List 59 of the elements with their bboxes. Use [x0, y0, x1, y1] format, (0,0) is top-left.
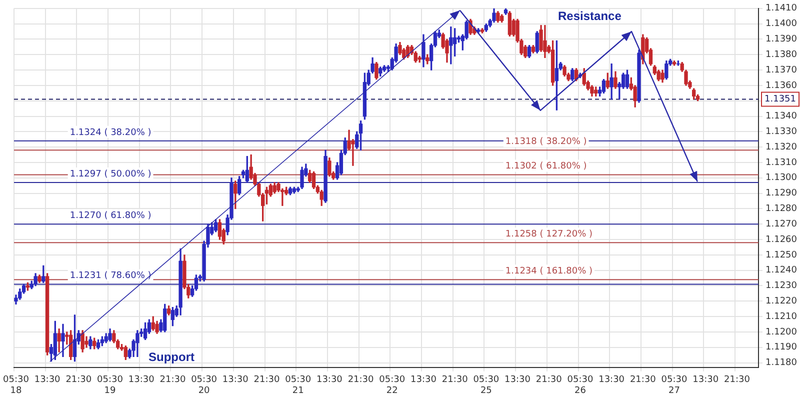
ref-line-label: 1.1302 ( 61.80% ) — [505, 162, 587, 172]
annotation: Support — [148, 350, 196, 364]
y-tick-label: 1.1330 — [766, 127, 798, 138]
ref-line-label: 1.1231 ( 78.60% ) — [70, 271, 152, 282]
y-tick-label: 1.1210 — [766, 312, 798, 322]
y-tick-label: 1.1230 — [766, 281, 798, 292]
y-tick-label: 1.1360 — [766, 80, 798, 91]
x-tick-label: 13:30 — [598, 375, 625, 386]
y-tick-label: 1.1190 — [766, 342, 798, 353]
y-tick-label: 1.1240 — [766, 266, 798, 276]
ref-line-label: 1.1270 ( 61.80% ) — [70, 210, 152, 221]
x-tick-label: 21:30 — [724, 375, 750, 386]
y-tick-label: 1.1310 — [766, 158, 798, 168]
annotation: Resistance — [557, 9, 622, 24]
x-tick-label: 21:30 — [348, 375, 374, 386]
y-tick-label: 1.1260 — [766, 234, 798, 245]
x-tick-label: 21:30 — [66, 375, 92, 386]
x-tick-label: 13:30 — [316, 375, 343, 386]
candlestick — [351, 139, 355, 166]
y-tick-label: 1.1320 — [766, 142, 798, 152]
x-tick-label: 21:30 — [254, 375, 280, 386]
y-tick-label: 1.1370 — [766, 65, 798, 76]
x-tick-label: 13:30 — [692, 375, 719, 386]
y-tick-label: 1.1250 — [766, 250, 798, 260]
x-tick-label: 13:30 — [128, 375, 155, 386]
x-tick-label: 21:30 — [536, 375, 562, 386]
x-tick-label: 05:30 25 — [473, 375, 500, 396]
x-tick-label: 05:30 20 — [191, 375, 218, 396]
y-tick-label: 1.1340 — [766, 112, 798, 122]
x-tick-label: 05:30 18 — [3, 375, 30, 396]
x-tick-label: 05:30 21 — [285, 375, 312, 396]
ref-line-label: 1.1318 ( 38.20% ) — [505, 136, 587, 147]
y-tick-label: 1.1390 — [766, 34, 798, 45]
y-tick-label: 1.1220 — [766, 296, 798, 306]
x-tick-label: 21:30 — [160, 375, 186, 386]
x-tick-label: 21:30 — [630, 375, 656, 386]
y-tick-label: 1.1410 — [766, 4, 798, 14]
x-tick-label: 13:30 — [34, 375, 61, 386]
y-tick-label: 1.1200 — [766, 327, 798, 338]
y-tick-label: 1.1270 — [766, 219, 798, 230]
y-tick-label: 1.1380 — [766, 50, 798, 60]
y-tick-label: 1.1300 — [766, 173, 798, 184]
ref-line-label: 1.1258 ( 127.20% ) — [505, 229, 593, 240]
x-tick-label: 13:30 — [222, 375, 249, 386]
y-tick-label: 1.1280 — [766, 204, 798, 214]
ref-line-label: 1.1297 ( 50.00% ) — [70, 169, 152, 180]
y-tick-label: 1.1400 — [766, 19, 798, 30]
x-tick-label: 05:30 26 — [567, 375, 594, 396]
ref-line-label: 1.1234 ( 161.80% ) — [505, 266, 593, 276]
x-tick-label: 21:30 — [442, 375, 468, 386]
x-tick-label: 05:30 19 — [97, 375, 124, 396]
x-tick-label: 13:30 — [504, 375, 531, 386]
y-tick-label: 1.1290 — [766, 188, 798, 199]
ref-line-label: 1.1324 ( 38.20% ) — [70, 128, 152, 138]
x-tick-label: 05:30 22 — [379, 375, 406, 396]
ref-line-label: 1.1351 — [764, 94, 796, 105]
y-tick-label: 1.1180 — [766, 358, 798, 368]
x-tick-label: 05:30 27 — [661, 375, 688, 396]
x-tick-label: 13:30 — [410, 375, 437, 386]
